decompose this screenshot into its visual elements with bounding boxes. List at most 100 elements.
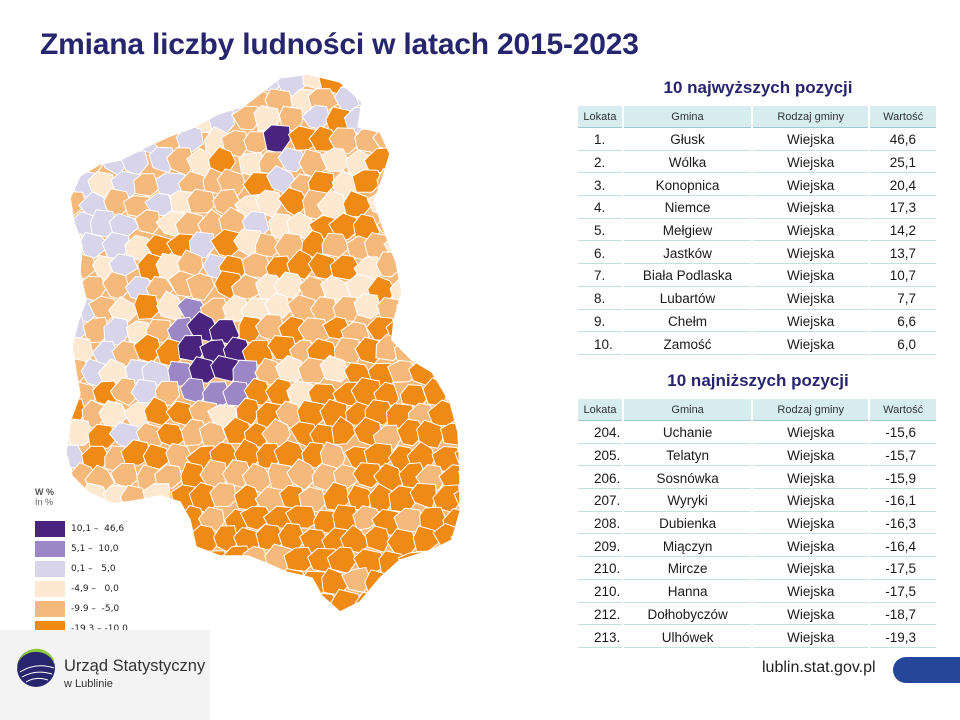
gmina-area [231, 608, 262, 612]
legend-item: -9.9 – -5,0 [35, 599, 155, 618]
gmina-area [93, 130, 119, 157]
gmina-area [474, 355, 480, 383]
gmina-area [467, 505, 480, 530]
gmina-area [396, 294, 424, 325]
table-row: 209. Miączyn Wiejska -16,4 [578, 536, 936, 558]
gmina-area [454, 354, 460, 383]
gmina-area [152, 545, 184, 573]
gmina-area [435, 188, 460, 216]
gmina-area [167, 608, 196, 612]
table-row: 8. Lubartów Wiejska 7,7 [578, 289, 936, 310]
table-row: 204. Uchanie Wiejska -15,6 [578, 423, 936, 444]
gmina-area [66, 74, 90, 95]
cell-type: Wiejska [753, 514, 869, 535]
gmina-area [433, 606, 460, 612]
gmina-area [311, 462, 338, 492]
cell-type: Wiejska [753, 289, 869, 310]
table-row: 210. Hanna Wiejska -17,5 [578, 582, 936, 603]
cell-type: Wiejska [753, 605, 869, 626]
cell-rank: 212. [578, 605, 622, 626]
cell-value: 6,0 [870, 334, 936, 355]
gmina-area [254, 232, 283, 258]
gmina-area [66, 83, 78, 110]
gmina-area [284, 505, 318, 529]
gmina-area [463, 212, 480, 238]
cell-rank: 7. [578, 266, 622, 287]
gmina-area [207, 609, 241, 612]
gmina-area [142, 443, 172, 470]
gmina-area [323, 609, 352, 612]
cell-rank: 210. [578, 582, 622, 603]
gmina-area [66, 337, 73, 365]
cell-value: 17,3 [870, 198, 936, 219]
table-row: 210. Mircze Wiejska -17,5 [578, 559, 936, 580]
gmina-area [77, 107, 112, 134]
gmina-area [279, 568, 307, 593]
cell-rank: 207. [578, 491, 622, 512]
top-ranking: 10 najwyższych pozycji Lokata Gmina Rodz… [578, 76, 938, 357]
cell-value: -17,5 [870, 559, 936, 580]
gmina-area [438, 546, 460, 575]
gmina-area [286, 249, 316, 281]
table-row: 7. Biała Podlaska Wiejska 10,7 [578, 266, 936, 287]
gmina-area [154, 380, 181, 407]
gmina-area [391, 147, 420, 173]
gmina-area [153, 508, 184, 536]
cell-rank: 9. [578, 312, 622, 333]
cell-rank: 205. [578, 446, 622, 467]
col-header-rank: Lokata [578, 106, 622, 128]
gmina-area [351, 169, 384, 193]
gmina-area [393, 336, 427, 365]
cell-gmina: Dubienka [623, 514, 752, 535]
gmina-area [461, 342, 480, 368]
gmina-area [352, 505, 385, 531]
cell-value: -17,5 [870, 582, 936, 603]
gmina-area [272, 271, 306, 299]
cell-rank: 209. [578, 536, 622, 558]
cell-rank: 1. [578, 130, 622, 151]
gmina-area [188, 356, 220, 384]
legend-label: -19,3 – -10,0 [71, 623, 128, 634]
table-row: 4. Niemce Wiejska 17,3 [578, 198, 936, 219]
gmina-area [137, 89, 164, 117]
cell-type: Wiejska [753, 153, 869, 174]
gmina-area [40, 274, 62, 301]
legend-unit-pl: W % [35, 487, 54, 497]
cell-rank: 10. [578, 334, 622, 355]
gmina-area [40, 356, 63, 385]
gmina-area [419, 590, 448, 612]
cell-type: Wiejska [753, 266, 869, 287]
cell-type: Wiejska [753, 423, 869, 444]
legend-item: 5,1 – 10,0 [35, 539, 155, 558]
table-row: 213. Ulhówek Wiejska -19,3 [578, 627, 936, 648]
gmina-area [264, 590, 293, 612]
gmina-area [439, 334, 460, 360]
gmina-area [475, 316, 480, 340]
gmina-area [201, 84, 229, 112]
cell-rank: 213. [578, 627, 622, 648]
gmina-area [418, 338, 448, 366]
col-header-type: Rodzaj gminy [753, 106, 869, 128]
gmina-area [411, 108, 444, 137]
gmina-area [387, 359, 418, 383]
gmina-area [418, 551, 449, 576]
website-link[interactable]: lublin.stat.gov.pl [762, 659, 876, 676]
cell-gmina: Lubartów [623, 289, 752, 310]
cell-gmina: Dołhobyczów [623, 605, 752, 626]
gmina-area [476, 527, 480, 555]
gmina-area [133, 293, 161, 320]
cell-gmina: Biała Podlaska [623, 266, 752, 287]
gmina-area [352, 462, 384, 489]
gmina-area [462, 82, 480, 111]
gmina-area [474, 237, 480, 260]
gmina-area [454, 150, 460, 177]
gmina-area [439, 254, 460, 285]
table-row: 1. Głusk Wiejska 46,6 [578, 130, 936, 151]
gmina-area [457, 568, 460, 601]
logo-subtitle: w Lublinie [64, 678, 113, 690]
gmina-area [98, 108, 132, 135]
cell-type: Wiejska [753, 582, 869, 603]
gmina-area [232, 74, 263, 91]
cell-type: Wiejska [753, 627, 869, 648]
gmina-area [180, 418, 209, 447]
